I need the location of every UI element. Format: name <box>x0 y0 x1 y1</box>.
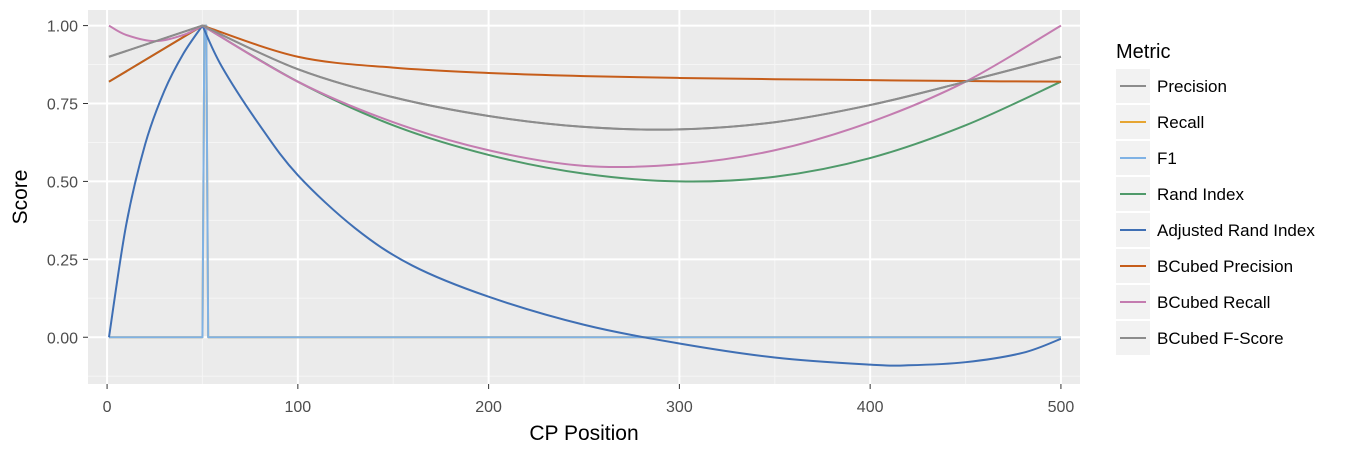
legend-label: BCubed Precision <box>1157 257 1293 276</box>
legend-label: F1 <box>1157 149 1177 168</box>
series-lines <box>107 24 1062 367</box>
x-axis-title: CP Position <box>529 422 638 445</box>
legend: Metric Precision Recall F1 Rand Index Adjust… <box>1116 41 1315 355</box>
legend-label: Adjusted Rand Index <box>1157 221 1315 240</box>
series-line <box>108 24 1062 169</box>
y-axis-title: Score <box>9 170 32 225</box>
series-line <box>108 24 1062 131</box>
x-tick-label: 100 <box>284 399 311 416</box>
legend-label: BCubed F-Score <box>1157 329 1284 348</box>
y-tick-label: 1.00 <box>47 19 78 36</box>
legend-label: BCubed Recall <box>1157 293 1270 312</box>
x-tick-label: 500 <box>1048 399 1075 416</box>
y-tick-label: 0.50 <box>47 174 78 191</box>
major-gridlines <box>88 10 1080 384</box>
legend-label: Precision <box>1157 77 1227 96</box>
series-line <box>107 24 1062 367</box>
y-tick-label: 0.75 <box>47 97 78 114</box>
y-tick-label: 0.25 <box>47 252 78 269</box>
x-tick-label: 400 <box>857 399 884 416</box>
legend-label: Recall <box>1157 113 1204 132</box>
y-tick-label: 0.00 <box>47 330 78 347</box>
x-tick-label: 0 <box>103 399 112 416</box>
legend-title: Metric <box>1116 41 1170 63</box>
x-tick-label: 200 <box>475 399 502 416</box>
legend-label: Rand Index <box>1157 185 1244 204</box>
minor-gridlines <box>88 10 1080 384</box>
x-tick-label: 300 <box>666 399 693 416</box>
x-axis: 0 100 200 300 400 500 <box>103 384 1075 416</box>
y-axis: 0.00 0.25 0.50 0.75 1.00 <box>47 19 88 347</box>
series-line <box>108 24 1061 83</box>
